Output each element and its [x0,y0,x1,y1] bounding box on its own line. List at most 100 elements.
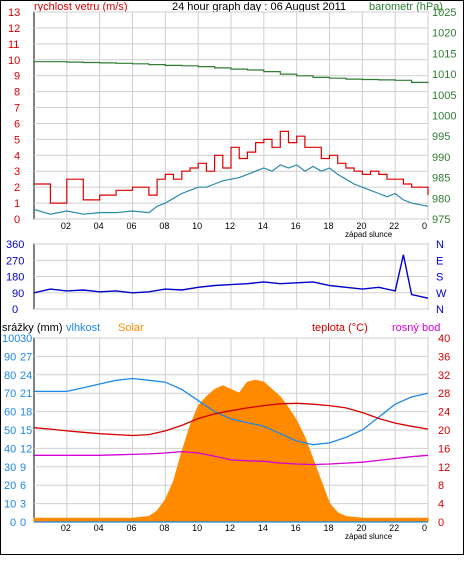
lower-panel-x-tick: 22 [389,523,399,533]
direction-y-tick: 270 [6,255,24,267]
dewpoint-line [34,450,429,466]
temperature-y-tick: 8 [438,480,444,492]
rain-y-tick: 0 [20,517,26,529]
wind-direction-line [33,254,429,299]
wind-panel-x-tick: 02 [61,221,71,231]
direction-compass-label: S [436,272,443,284]
temperature-y-tick: 16 [438,443,450,455]
temperature-y-tick: 28 [438,388,450,400]
lower-panel-x-tick: 02 [61,523,71,533]
rain-y-tick: 27 [20,351,32,363]
barometer-y-tick: 1020 [432,28,456,40]
wind-y-tick: 5 [14,134,20,146]
barometer-y-tick: 1025 [432,7,456,19]
rain-y-tick: 18 [20,407,32,419]
temperature-y-tick: 32 [438,370,450,382]
temperature-y-tick: 12 [438,462,450,474]
lower-panel-x-tick: 04 [94,523,104,533]
rain-y-tick: 15 [20,425,32,437]
barometer-y-tick: 1000 [432,111,456,123]
wind-y-tick: 7 [14,103,20,115]
barometer-y-tick: 1005 [432,90,456,102]
humidity-y-tick: 0 [10,517,16,529]
rain-legend: srážky (mm) [2,322,63,334]
wind-speed-line [34,130,429,204]
sunset-label-top: západ slunce [345,230,393,239]
lower-panel-x-tick: 18 [324,523,334,533]
solar-legend: Solar [118,322,144,334]
wind-panel-x-tick: 14 [258,221,268,231]
direction-y-tick: 360 [6,239,24,251]
wind-y-tick: 1 [14,198,20,210]
humidity-y-tick: 100 [2,333,20,345]
humidity-y-tick: 20 [4,480,16,492]
barometer-y-tick: 995 [432,131,450,143]
direction-y-tick: 180 [6,272,24,284]
temperature-y-tick: 24 [438,407,450,419]
humidity-y-tick: 70 [4,388,16,400]
direction-compass-label: E [436,255,443,267]
lower-panel-x-tick: 10 [192,523,202,533]
wind-y-tick: 8 [14,87,20,99]
direction-compass-label: N [436,239,444,251]
wind-panel-x-tick: 20 [356,221,366,231]
wind-panel-x-tick: 0 [422,221,427,231]
humidity-y-tick: 40 [4,443,16,455]
rain-y-tick: 21 [20,388,32,400]
wind-panel-x-tick: 22 [389,221,399,231]
wind-y-tick: 10 [8,55,20,67]
wind-panel-x-tick: 10 [192,221,202,231]
wind-y-tick: 2 [14,182,20,194]
lower-panel-x-tick: 20 [356,523,366,533]
barometer-y-tick: 1010 [432,69,456,81]
wind-y-tick: 3 [14,166,20,178]
wind-y-tick: 4 [14,150,20,162]
barometer-axis-label: barometr (hPa) [369,1,443,13]
wind-y-tick: 6 [14,118,20,130]
wind-y-tick: 0 [14,214,20,226]
temperature-y-tick: 0 [438,517,444,529]
humidity-legend: vlhkost [66,322,100,334]
rain-y-tick: 9 [20,462,26,474]
lower-panel-x-tick: 14 [258,523,268,533]
barometer-y-tick: 990 [432,152,450,164]
temperature-legend: teplota (°C) [312,322,368,334]
barometer-y-tick: 975 [432,214,450,226]
temperature-y-tick: 4 [438,499,444,511]
barometer-y-tick: 980 [432,193,450,205]
wind-panel-x-tick: 04 [94,221,104,231]
wind-y-tick: 11 [8,39,19,51]
wind-panel-x-tick: 18 [324,221,334,231]
direction-y-tick: 90 [12,288,24,300]
wind-y-tick: 12 [8,23,20,35]
humidity-y-tick: 90 [4,351,16,363]
rain-y-tick: 3 [20,499,26,511]
direction-y-tick: 0 [12,304,18,316]
humidity-y-tick: 80 [4,370,16,382]
temperature-y-tick: 40 [438,333,450,345]
wind-panel-x-tick: 12 [225,221,235,231]
lower-panel-x-tick: 16 [291,523,301,533]
temperature-y-tick: 36 [438,351,450,363]
rain-y-tick: 6 [20,480,26,492]
wind-panel-x-tick: 06 [127,221,137,231]
wind-gust-line [33,164,429,215]
humidity-y-tick: 30 [4,462,16,474]
sunset-label-bottom: západ slunce [345,532,393,541]
barometer-y-tick: 1015 [432,48,456,60]
barometer-line [34,61,429,84]
lower-panel-x-tick: 06 [127,523,137,533]
temperature-line [33,402,429,437]
dewpoint-legend: rosný bod [392,322,440,334]
humidity-y-tick: 50 [4,425,16,437]
rain-y-tick: 30 [20,333,32,345]
lower-panel-x-tick: 0 [422,523,427,533]
solar-area [33,379,429,523]
barometer-y-tick: 985 [432,173,450,185]
wind-speed-axis-label: rychlost vetru (m/s) [34,1,128,13]
temperature-y-tick: 20 [438,425,450,437]
chart-title: 24 hour graph day : 06 August 2011 [172,1,346,13]
rain-y-tick: 24 [20,370,32,382]
humidity-line [34,377,429,446]
